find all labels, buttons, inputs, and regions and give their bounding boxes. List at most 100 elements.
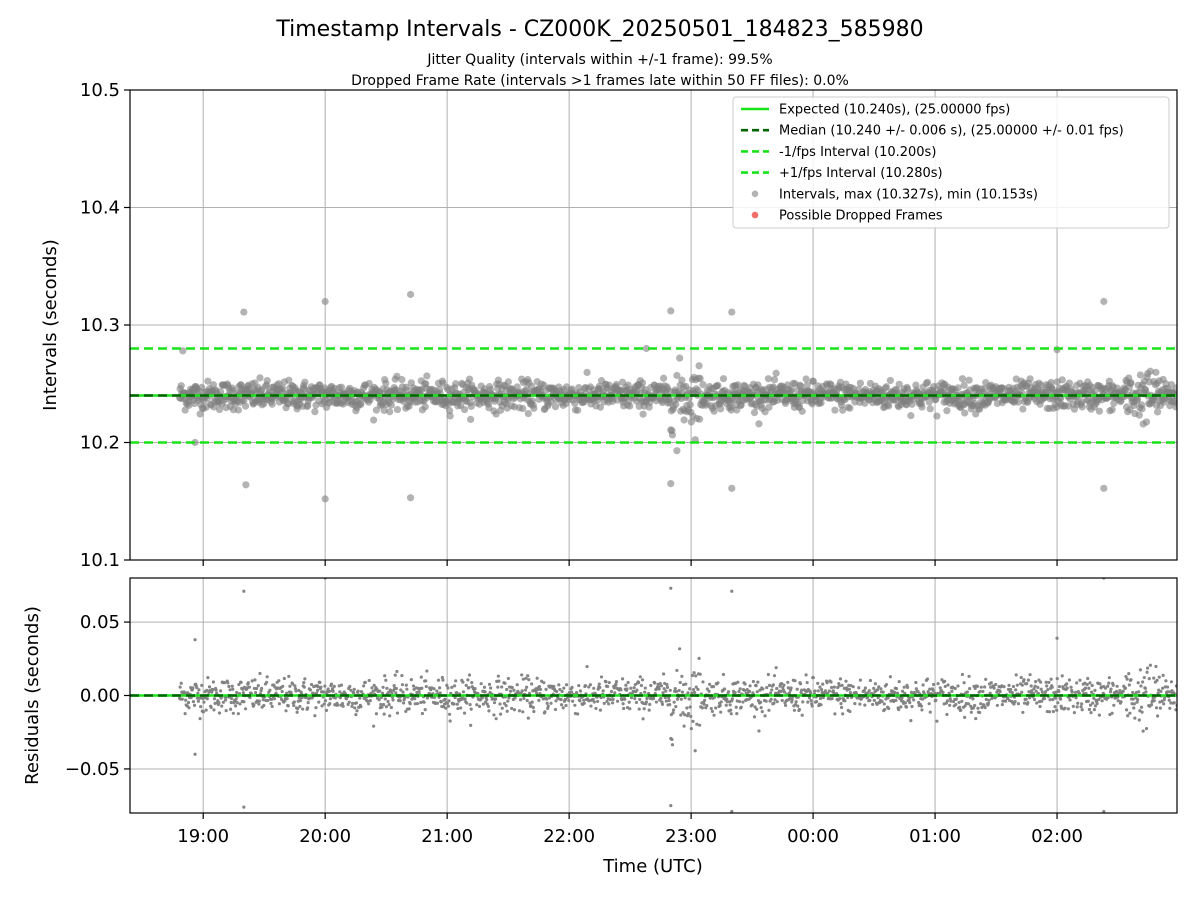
interval-point [925, 398, 933, 406]
residual-point [725, 700, 729, 704]
residual-point [354, 713, 358, 717]
residual-point [1118, 689, 1122, 693]
residual-point [612, 686, 616, 690]
legend-dropped-label: Possible Dropped Frames [779, 209, 943, 224]
residual-point [659, 684, 663, 688]
y-tick-label: 10.3 [80, 315, 120, 336]
residual-point [804, 673, 808, 677]
residual-point [1165, 685, 1170, 689]
residual-point [927, 702, 931, 706]
residual-point [682, 724, 686, 728]
residual-point [775, 700, 779, 704]
residual-point [262, 703, 266, 708]
residual-point [438, 686, 442, 690]
residual-point [265, 675, 269, 679]
residual-point [435, 701, 439, 705]
residual-point [1111, 683, 1115, 687]
residual-point [446, 704, 451, 708]
residual-point [398, 699, 402, 703]
residual-point [810, 704, 814, 708]
residual-point [446, 686, 450, 690]
residual-point [1083, 686, 1088, 690]
residual-point [643, 690, 647, 694]
interval-point [727, 406, 735, 414]
residual-point [796, 704, 800, 708]
interval-point [372, 406, 380, 414]
interval-point [696, 415, 704, 423]
residual-point [1053, 705, 1057, 709]
residual-point [1140, 710, 1144, 714]
interval-point [618, 378, 627, 386]
residual-point [333, 696, 337, 700]
interval-point [895, 380, 903, 388]
residual-point [1088, 681, 1092, 685]
residual-point [895, 691, 900, 695]
residual-point [1095, 701, 1099, 706]
residual-point [461, 690, 466, 694]
residual-point [983, 685, 987, 689]
residual-point [703, 698, 707, 702]
residual-point [1144, 690, 1148, 694]
residual-point [621, 702, 625, 706]
residual-point [648, 702, 652, 707]
residual-point [691, 719, 695, 724]
residual-point [925, 677, 930, 681]
interval-point [1019, 405, 1027, 413]
residual-point [899, 705, 903, 709]
residual-point [383, 697, 387, 701]
residual-point [195, 696, 199, 700]
residual-point [466, 678, 470, 682]
residual-point [811, 676, 815, 680]
residual-point [222, 680, 227, 685]
residual-point [858, 678, 863, 682]
interval-point [1014, 398, 1023, 406]
residual-point [1162, 698, 1166, 702]
residual-point [774, 666, 778, 670]
residual-point [657, 687, 661, 691]
residual-point [306, 706, 310, 710]
residual-point [761, 687, 765, 691]
residual-point [598, 685, 602, 690]
y-tick-label: −0.05 [65, 759, 120, 780]
residual-point [1138, 668, 1143, 672]
residual-point [637, 707, 641, 711]
residual-point [782, 683, 786, 687]
residual-point [956, 684, 960, 688]
residual-point [322, 690, 326, 694]
residual-point [1087, 686, 1091, 690]
residual-point [326, 687, 330, 691]
residual-point [1152, 676, 1156, 680]
interval-outlier-point [667, 307, 675, 315]
residual-point [1019, 675, 1023, 680]
residual-point [674, 689, 678, 694]
residual-point [876, 696, 880, 700]
residual-point [553, 707, 558, 712]
residual-point [513, 696, 517, 700]
residual-point [773, 691, 778, 695]
residual-point [578, 689, 583, 693]
residual-point [678, 680, 682, 685]
residual-point [487, 682, 492, 686]
interval-point [787, 385, 795, 394]
residual-point [253, 678, 257, 682]
interval-point [672, 400, 680, 409]
residual-point [668, 703, 672, 707]
residual-point [766, 672, 770, 677]
residual-point [695, 722, 699, 726]
interval-outlier-point [667, 480, 675, 488]
residual-point [965, 690, 970, 694]
residual-point [468, 702, 472, 707]
interval-point [638, 379, 647, 387]
residual-point [318, 680, 322, 685]
residual-point [329, 682, 334, 686]
residual-point [324, 708, 329, 712]
residual-point [994, 682, 998, 687]
residual-point [521, 677, 525, 681]
residual-point [372, 724, 376, 728]
residual-point [692, 671, 696, 675]
residual-point [554, 689, 559, 694]
interval-point [1146, 367, 1154, 375]
residual-point [907, 698, 911, 702]
residual-point [506, 676, 510, 681]
residual-point [687, 697, 691, 701]
